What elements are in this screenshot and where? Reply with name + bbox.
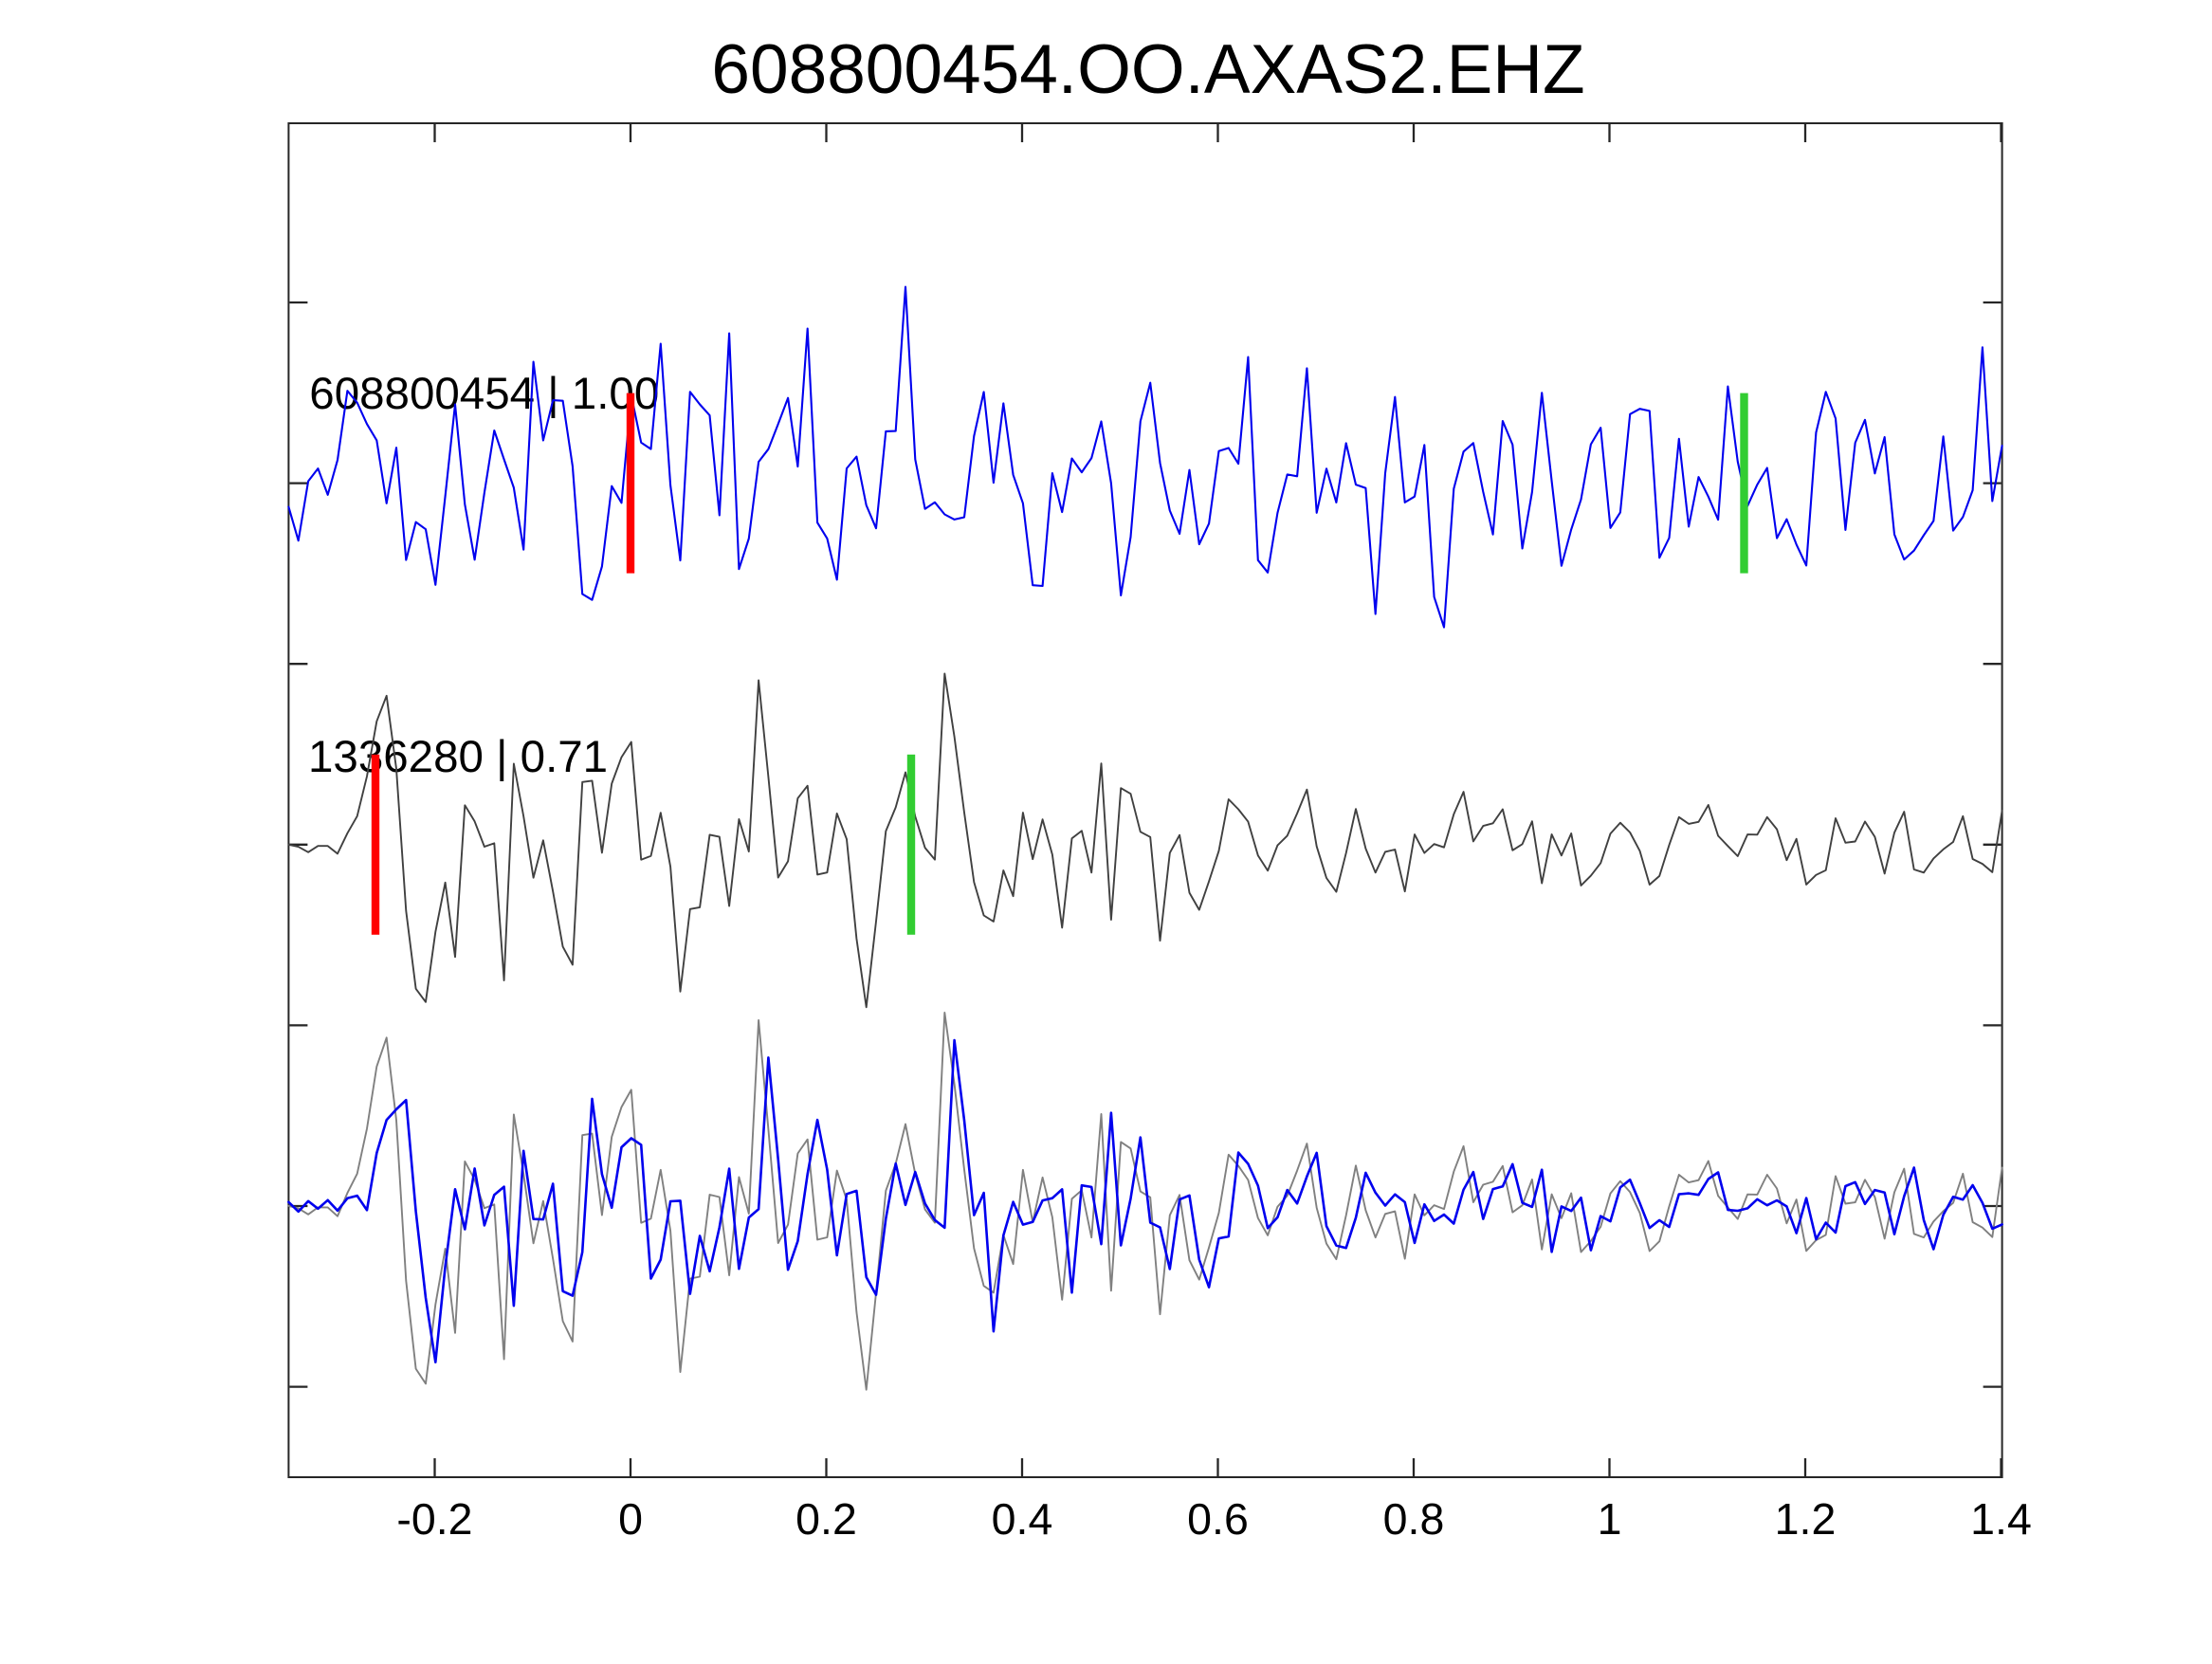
svg-text:1.4: 1.4 bbox=[1970, 1494, 2032, 1544]
svg-text:-0.2: -0.2 bbox=[396, 1494, 472, 1544]
svg-text:0.8: 0.8 bbox=[1383, 1494, 1445, 1544]
svg-text:608800454.OO.AXAS2.EHZ: 608800454.OO.AXAS2.EHZ bbox=[711, 31, 1584, 108]
svg-text:608800454 | 1.00: 608800454 | 1.00 bbox=[309, 369, 659, 419]
svg-text:1336280 | 0.71: 1336280 | 0.71 bbox=[308, 732, 608, 782]
svg-text:0.6: 0.6 bbox=[1187, 1494, 1249, 1544]
svg-text:0.4: 0.4 bbox=[992, 1494, 1053, 1544]
svg-text:1.2: 1.2 bbox=[1775, 1494, 1837, 1544]
svg-text:0: 0 bbox=[618, 1494, 643, 1544]
svg-text:0.2: 0.2 bbox=[795, 1494, 857, 1544]
svg-text:1: 1 bbox=[1598, 1494, 1622, 1544]
